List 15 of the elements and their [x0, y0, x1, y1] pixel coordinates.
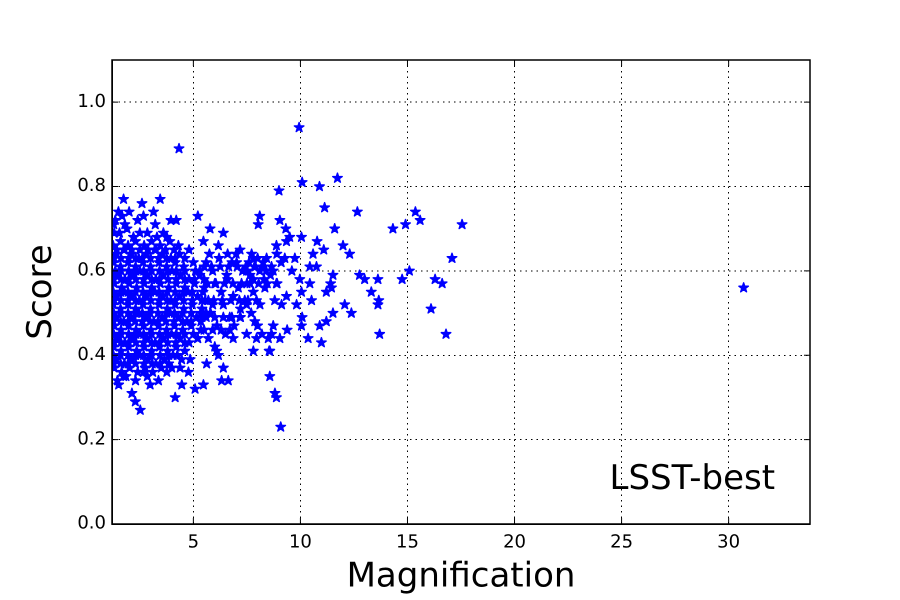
- annotation: LSST-best: [610, 458, 776, 498]
- x-tick-label: 15: [396, 531, 419, 552]
- y-tick-label: 0.0: [77, 512, 106, 534]
- x-tick-label: 5: [188, 531, 200, 552]
- y-tick-label: 0.4: [77, 344, 106, 365]
- y-tick-label: 0.6: [77, 260, 106, 281]
- y-axis-title: Score: [20, 244, 60, 340]
- x-axis-title: Magnification: [346, 555, 576, 596]
- y-tick-label: 0.2: [77, 428, 106, 450]
- y-tick-label: 1.0: [77, 90, 106, 112]
- x-tick-label: 30: [717, 531, 740, 552]
- x-tick-label: 20: [503, 531, 526, 552]
- y-tick-label: 0.8: [77, 175, 106, 196]
- x-tick-label: 10: [288, 531, 312, 552]
- x-tick-label: 25: [610, 531, 634, 552]
